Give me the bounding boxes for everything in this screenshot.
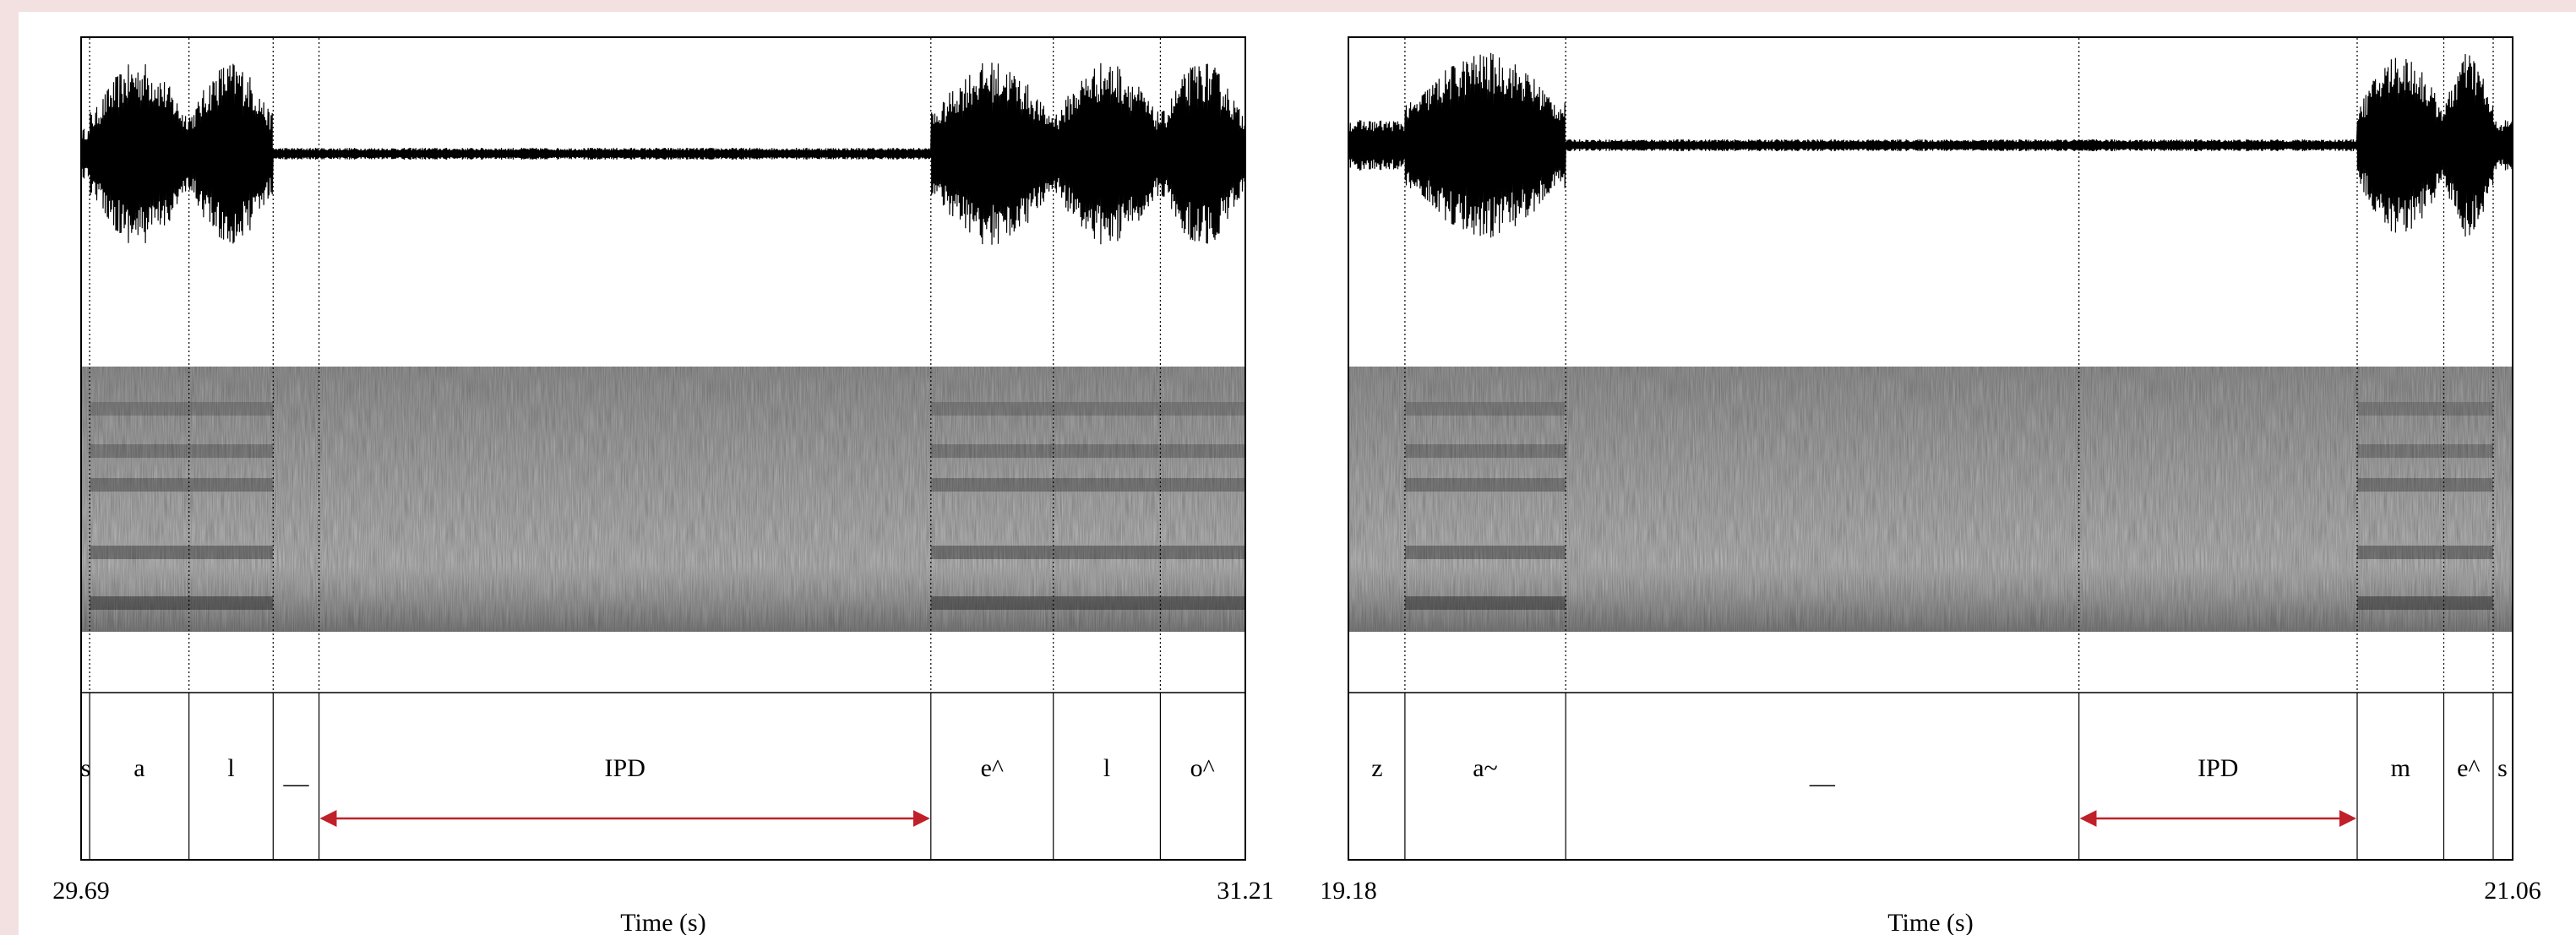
left-formant-band — [90, 478, 189, 492]
left-segment-label: e^ — [981, 754, 1004, 782]
figure-canvas: s a l __ IPD e^ l o^ 29.69 31.21 Time (s) z a~ _ — [19, 12, 2576, 935]
left-waveform-trace — [81, 63, 1245, 245]
right-segment-labels: z a~ __ IPD m e^ s — [1371, 754, 2508, 789]
right-segment-label: IPD — [2197, 754, 2238, 782]
right-segment-label: a~ — [1473, 754, 1498, 782]
right-formant-band — [2443, 546, 2494, 559]
right-formant-bands — [1404, 402, 2494, 610]
right-segment-label: s — [2497, 754, 2508, 782]
left-formant-band — [90, 596, 189, 610]
right-segment-label: z — [1371, 754, 1382, 782]
left-segment-label: l — [227, 754, 234, 782]
right-time-end-label: 21.06 — [2484, 877, 2541, 905]
right-time-start-label: 19.18 — [1320, 877, 1377, 905]
right-segment-label: m — [2391, 754, 2410, 782]
right-panel-frame — [1348, 36, 2513, 861]
left-formant-bands — [90, 402, 1244, 610]
right-formant-band — [2357, 596, 2444, 610]
right-formant-band — [2443, 444, 2494, 458]
left-time-start-label: 29.69 — [52, 877, 110, 905]
left-formant-band — [188, 478, 274, 492]
right-panel: z a~ __ IPD m e^ s 19.18 21.06 Time (s) — [1320, 36, 2541, 935]
left-time-end-label: 31.21 — [1217, 877, 1274, 905]
right-formant-band — [1404, 444, 1566, 458]
left-formant-band — [188, 546, 274, 559]
left-spectrogram-texture — [82, 367, 1244, 632]
left-formant-band — [930, 478, 1054, 492]
left-formant-band — [1160, 402, 1244, 416]
left-segment-label: l — [1103, 754, 1110, 782]
right-waveform-trace — [1348, 52, 2513, 238]
left-formant-band — [188, 444, 274, 458]
right-formant-band — [2357, 546, 2444, 559]
left-formant-band — [90, 444, 189, 458]
left-segment-label: IPD — [605, 754, 645, 782]
left-formant-band — [1160, 596, 1244, 610]
left-formant-band — [90, 546, 189, 559]
left-formant-band — [1160, 478, 1244, 492]
left-segment-labels: s a l __ IPD e^ l o^ — [81, 754, 1215, 789]
left-formant-band — [1160, 546, 1244, 559]
left-spectrogram — [82, 367, 1244, 632]
right-formant-band — [1404, 402, 1566, 416]
left-formant-band — [930, 444, 1054, 458]
left-segment-label: o^ — [1190, 754, 1215, 782]
left-boundaries — [89, 38, 1162, 859]
right-spectrogram-texture — [1349, 367, 2512, 632]
right-x-axis-label: Time (s) — [1887, 909, 1973, 935]
right-formant-band — [2357, 444, 2444, 458]
right-formant-band — [2443, 478, 2494, 492]
left-formant-band — [1053, 402, 1161, 416]
left-panel: s a l __ IPD e^ l o^ 29.69 31.21 Time (s) — [52, 36, 1274, 935]
right-spectrogram — [1349, 367, 2512, 632]
left-formant-band — [1053, 478, 1161, 492]
left-panel-frame — [80, 36, 1246, 861]
left-x-axis-label: Time (s) — [620, 909, 705, 935]
left-formant-band — [930, 546, 1054, 559]
left-formant-band — [1160, 444, 1244, 458]
left-segment-label: s — [81, 754, 91, 782]
left-formant-band — [188, 596, 274, 610]
right-formant-band — [1404, 596, 1566, 610]
right-formant-band — [2443, 402, 2494, 416]
left-formant-band — [930, 402, 1054, 416]
right-boundaries — [1404, 38, 2494, 859]
right-formant-band — [1404, 478, 1566, 492]
left-formant-band — [1053, 596, 1161, 610]
right-segment-label: e^ — [2457, 754, 2480, 782]
right-formant-band — [1404, 546, 1566, 559]
right-waveform — [1348, 52, 2513, 238]
left-segment-label: __ — [283, 761, 310, 789]
speech-annotation-figure: s a l __ IPD e^ l o^ 29.69 31.21 Time (s) z a~ _ — [52, 36, 2541, 935]
left-waveform — [81, 63, 1245, 245]
left-formant-band — [1053, 546, 1161, 559]
left-formant-band — [1053, 444, 1161, 458]
left-formant-band — [188, 402, 274, 416]
right-formant-band — [2443, 596, 2494, 610]
left-formant-band — [90, 402, 189, 416]
right-formant-band — [2357, 402, 2444, 416]
right-formant-band — [2357, 478, 2444, 492]
right-segment-label: __ — [1809, 761, 1836, 789]
left-segment-label: a — [133, 754, 144, 782]
left-formant-band — [930, 596, 1054, 610]
